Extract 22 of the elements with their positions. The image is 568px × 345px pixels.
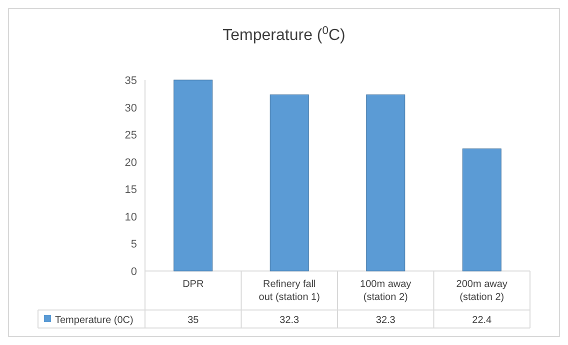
x-tick-label: 200m away (station 2): [456, 279, 508, 303]
y-tick-label: 0: [130, 266, 137, 278]
data-label: 35: [188, 315, 200, 326]
y-tick-label: 20: [124, 156, 137, 169]
data-label: 22.4: [472, 315, 492, 326]
legend-label: Temperature (0C): [55, 315, 134, 326]
y-tick-label: 15: [124, 184, 137, 196]
bar: [366, 94, 406, 272]
y-tick-label: 10: [124, 211, 137, 224]
bar: [270, 94, 309, 272]
chart-title: Temperature ($^{0}$C): [222, 25, 346, 44]
x-tick-label: DPR: [182, 279, 204, 290]
bar: [174, 80, 213, 272]
data-label: 32.3: [376, 315, 396, 326]
y-tick-label: 35: [124, 75, 137, 87]
y-tick-label: 5: [130, 238, 137, 251]
y-tick-label: 30: [124, 102, 137, 114]
bar: [462, 148, 502, 272]
x-tick-label: Refinery fall out (station 1): [258, 279, 320, 303]
data-label: 32.3: [280, 315, 300, 326]
x-tick-label: 100m away (station 2): [360, 279, 412, 303]
y-tick-label: 25: [124, 130, 137, 142]
